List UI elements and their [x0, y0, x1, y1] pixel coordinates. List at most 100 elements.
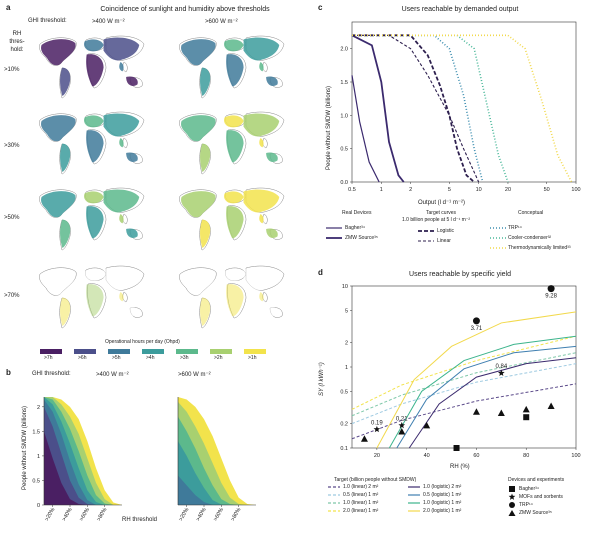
legend-label: >5h — [112, 355, 121, 361]
d-point-label: 0.21 — [396, 416, 408, 422]
b-plot-1: >20% >40% >60% >80% — [177, 397, 256, 522]
d-legend-square-icon — [509, 486, 515, 492]
legend-label: >4h — [146, 355, 155, 361]
c-xtick-label: 1 — [380, 187, 383, 193]
d-legend-t4: 1.0 (logistic) 2 m² — [423, 484, 462, 490]
continent-fill-1 — [200, 219, 211, 248]
rh-threshold-header: RH thres-hold: — [9, 31, 25, 53]
continent-fill-5 — [259, 291, 264, 302]
panel-b-letter: b — [6, 368, 11, 377]
d-legend-t5: 0.5 (logistic) 1 m² — [423, 492, 462, 498]
continent-fill-5 — [119, 291, 124, 302]
continent-fill-1 — [60, 143, 71, 172]
continent-fill-5 — [259, 137, 264, 148]
continent-fill-6 — [126, 152, 138, 162]
d-point-trp — [547, 285, 555, 293]
c-series-zmw-source — [351, 34, 405, 183]
d-xtick-label: 20 — [374, 453, 380, 459]
d-point-mofs-and-sorbents — [498, 369, 505, 376]
continent-fill-5 — [119, 137, 124, 148]
c-xtick-label: 0.5 — [348, 187, 356, 193]
continent-fill-6 — [266, 306, 278, 316]
continent-fill-3 — [86, 130, 104, 163]
c-legend-target-title: Target curves — [426, 210, 457, 216]
d-point-mofs-and-sorbents — [398, 421, 406, 429]
d-xtick-label: 40 — [424, 453, 430, 459]
continent-fill-4 — [243, 189, 280, 213]
continent-fill-2 — [224, 269, 244, 282]
c-xtick-label: 100 — [571, 187, 580, 193]
continent-fill-5 — [119, 213, 124, 224]
d-xtick-label: 100 — [571, 453, 580, 459]
continent-fill-6 — [126, 306, 138, 316]
d-legend-star-icon — [508, 493, 516, 500]
d-point-trp — [472, 317, 480, 325]
continent-fill-0 — [41, 115, 76, 142]
d-legend-t1: 0.5 (linear) 1 m² — [343, 492, 379, 498]
row-label-50: >50% — [4, 215, 20, 221]
c-legend-logistic: Logistic — [437, 228, 454, 234]
panel-b-chart: 0 0.5 1 1.5 2 >20% >40% >60% >80% >20% >40% >60% >80… — [32, 397, 256, 522]
c-legend-target-subtitle: 1.0 billion people at 5 l d⁻¹ m⁻² — [402, 217, 471, 223]
d-legend-devices-title: Devices and experiments — [508, 477, 565, 483]
legend-swatch — [176, 349, 198, 354]
continent-fill-3 — [226, 54, 244, 87]
continent-fill-2 — [84, 269, 104, 282]
continent-fill-0 — [181, 269, 216, 296]
ghi-400-label: >400 W m⁻² — [92, 19, 125, 25]
map-r3-c0 — [39, 265, 145, 329]
d-point-zmw-source — [472, 408, 480, 415]
legend-label: >2h — [214, 355, 223, 361]
continent-fill-0 — [181, 191, 216, 218]
d-frame — [351, 285, 577, 449]
continent-fill-4 — [243, 113, 280, 137]
b-xtick-label: >40% — [61, 507, 73, 522]
b-ghi-600-label: >600 W m⁻² — [178, 372, 211, 378]
d-ytick-label: 2 — [345, 341, 348, 347]
c-legend-conceptual-title: Conceptual — [518, 210, 544, 216]
d-point-label: 9.28 — [545, 294, 557, 300]
d-xtick-label: 80 — [523, 453, 529, 459]
d-curve-7 — [376, 311, 577, 449]
continent-fill-2 — [84, 39, 104, 52]
continent-fill-4 — [103, 113, 140, 137]
d-xtick-label: 60 — [473, 453, 479, 459]
c-ytick-label: 0.5 — [340, 147, 348, 153]
panel-d-chart: 0.1 0.2 0.5 1 2 5 10 20 40 60 80 100 0.19 0.21 0.84 3.7… — [340, 284, 580, 459]
d-ytick-label: 5 — [345, 308, 348, 314]
d-legend-zmw: ZMW Source³⁵ — [519, 510, 552, 516]
d-point-bagher — [453, 445, 460, 451]
b-xtick-label: >40% — [195, 507, 207, 522]
d-legend-t3: 2.0 (linear) 1 m² — [343, 508, 379, 514]
legend-label: >7h — [44, 355, 53, 361]
b-xtick-label: >80% — [230, 507, 242, 522]
continent-fill-2 — [84, 115, 104, 128]
continent-fill-0 — [41, 269, 76, 296]
d-legend-trp: TRP¹⁴ — [519, 502, 533, 508]
legend-swatch — [142, 349, 164, 354]
c-legend-cooler: Cooler-condenser³² — [508, 235, 552, 241]
continent-fill-2 — [224, 39, 244, 52]
b-xtick-label: >20% — [178, 507, 190, 522]
continent-fill-0 — [41, 191, 76, 218]
d-curve-6 — [388, 335, 577, 449]
d-ytick-label: 1 — [345, 365, 348, 371]
d-point-zmw-source — [547, 402, 555, 410]
c-series-logistic — [352, 34, 475, 183]
d-ytick-label: 10 — [342, 284, 348, 290]
d-ytick-label: 0.2 — [340, 422, 348, 428]
legend-swatch — [108, 349, 130, 354]
c-ytick-label: 0.0 — [340, 180, 348, 186]
continent-fill-4 — [243, 267, 280, 291]
b-plot-0: 0 0.5 1 1.5 2 >20% >40% >60% >80% — [32, 397, 122, 522]
map-r1-c1 — [179, 111, 285, 175]
legend-label: >6h — [78, 355, 87, 361]
continent-fill-3 — [86, 206, 104, 239]
c-xtick-label: 50 — [544, 187, 550, 193]
continent-fill-3 — [226, 284, 244, 317]
b-ytick-label: 1.5 — [32, 429, 40, 435]
continent-fill-1 — [200, 297, 211, 326]
d-legend-t7: 2.0 (logistic) 1 m² — [423, 508, 462, 514]
legend-swatch — [244, 349, 266, 354]
c-series-linear — [352, 34, 480, 183]
